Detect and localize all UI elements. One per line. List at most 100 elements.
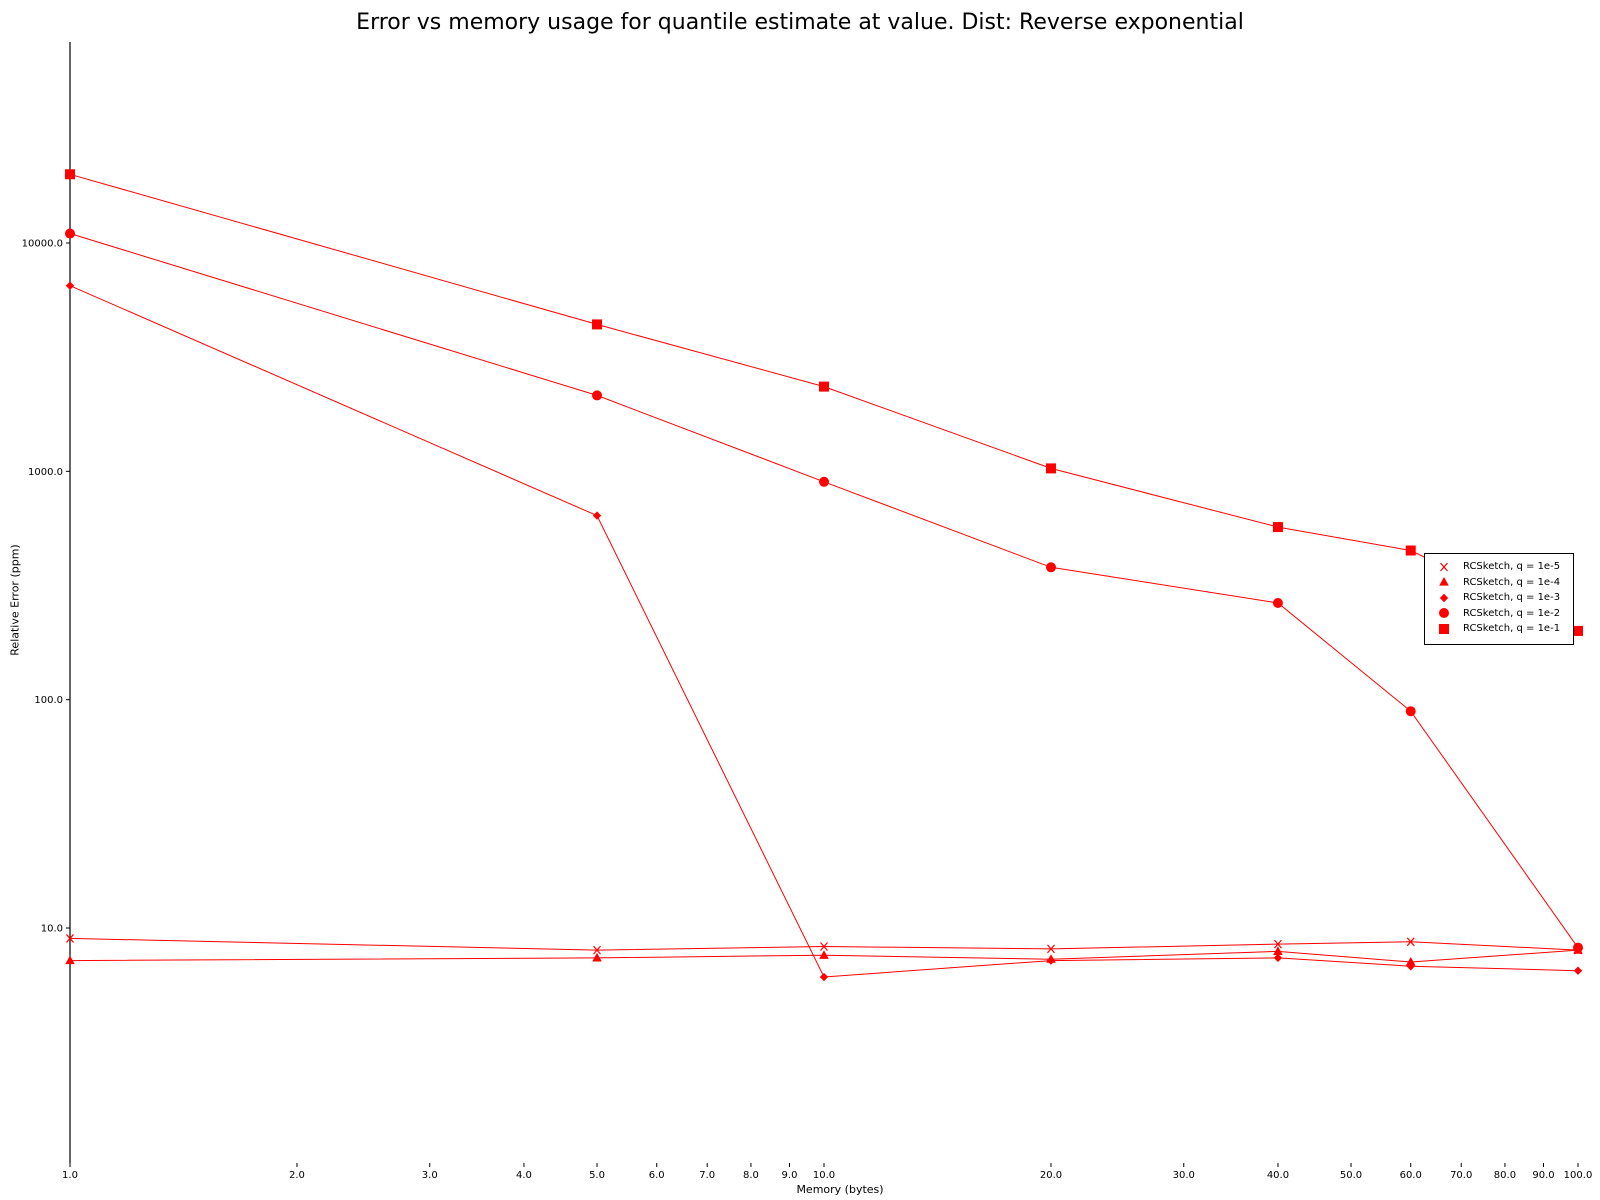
x-tick-label: 5.0 (589, 1170, 605, 1181)
series-line (69, 233, 1579, 948)
legend-marker-glyph (1440, 562, 1448, 572)
x-tick-label: 100.0 (1564, 1170, 1593, 1181)
legend-label: RCSketch, q = 1e-5 (1463, 561, 1561, 573)
x-tick-label: 10.0 (813, 1170, 835, 1181)
x-marker-stroke (1406, 937, 1415, 947)
x-tick-label: 60.0 (1400, 1170, 1422, 1181)
legend-marker-shape (1439, 593, 1449, 602)
legend-marker-glyph (1439, 593, 1449, 602)
x-tick-label: 8.0 (743, 1170, 759, 1181)
data-point (65, 281, 75, 290)
x-tick-label: 30.0 (1173, 1170, 1195, 1181)
x-tick-label: 2.0 (289, 1170, 305, 1181)
legend-marker-shape (1439, 623, 1449, 634)
x-marker-stroke (1274, 939, 1282, 949)
legend-marker-shape (1439, 608, 1449, 619)
data-point (1573, 942, 1583, 953)
x-tick-label: 6.0 (649, 1170, 665, 1181)
data-point (819, 476, 829, 487)
legend-marker-circle-icon (1425, 607, 1463, 619)
data-point (592, 952, 602, 962)
data-point (819, 950, 829, 959)
data-point (1405, 956, 1416, 966)
series-line (69, 937, 1579, 951)
x-tick-label: 7.0 (699, 1170, 715, 1181)
data-point (1045, 562, 1056, 573)
data-point (1405, 545, 1416, 556)
data-point (65, 228, 75, 239)
data-point (65, 169, 75, 180)
data-point (1573, 625, 1583, 636)
legend-label: RCSketch, q = 1e-2 (1463, 607, 1561, 619)
x-axis-label: Memory (bytes) (796, 1183, 884, 1196)
data-point (1045, 463, 1056, 474)
series-circle (65, 228, 1583, 953)
data-point (1272, 522, 1283, 533)
series-x (66, 934, 1582, 955)
data-point (1273, 946, 1283, 955)
legend-marker-shape (1439, 577, 1449, 586)
data-point (1573, 966, 1583, 975)
data-point (592, 511, 602, 520)
y-tick-label: 10.0 (41, 924, 63, 935)
data-point (66, 934, 74, 943)
x-tick-label: 50.0 (1340, 1170, 1362, 1181)
data-point (820, 942, 828, 951)
legend-label: RCSketch, q = 1e-4 (1463, 576, 1561, 588)
data-point (593, 945, 601, 955)
data-point (1274, 939, 1282, 949)
x-marker-stroke (593, 945, 601, 955)
x-tick-label: 20.0 (1040, 1170, 1062, 1181)
y-tick-label: 10000.0 (22, 239, 63, 250)
series-layer (65, 169, 1583, 982)
legend-marker-diamond-icon (1425, 592, 1463, 604)
chart-title: Error vs memory usage for quantile estim… (356, 10, 1244, 35)
data-point (1046, 956, 1056, 965)
data-point (592, 390, 603, 401)
legend-marker-x-icon (1425, 561, 1463, 573)
legend-marker-glyph (1439, 623, 1449, 634)
legend-marker-square-icon (1425, 623, 1463, 635)
data-point (1405, 706, 1416, 717)
data-point (819, 972, 829, 982)
x-tick-label: 4.0 (516, 1170, 532, 1181)
axes: 1.0 2.0 3.0 4.0 5.0 6.0 7.0 8.0 9.0 10.0 20.0 30.0 4… (22, 42, 1593, 1181)
legend-marker-shape (1440, 562, 1448, 572)
data-point (1406, 962, 1415, 971)
data-point (1047, 944, 1055, 954)
x-tick-label: 1.0 (62, 1170, 78, 1181)
x-marker-stroke (820, 942, 828, 951)
data-point (819, 381, 829, 392)
y-tick-label: 1000.0 (28, 467, 63, 478)
legend-item: RCSketch, q = 1e-5 (1425, 559, 1573, 575)
legend: RCSketch, q = 1e-5 RCSketch, q = 1e-4 RCSk… (1424, 553, 1574, 645)
legend-item: RCSketch, q = 1e-1 (1425, 621, 1573, 637)
legend-label: RCSketch, q = 1e-3 (1463, 592, 1561, 604)
series-square (65, 169, 1583, 636)
legend-marker-triangle-icon (1425, 576, 1463, 588)
legend-marker-glyph (1439, 608, 1449, 619)
legend-marker-glyph (1439, 577, 1449, 586)
data-point (592, 319, 603, 330)
data-point (1273, 953, 1283, 963)
x-marker-stroke (1440, 562, 1448, 572)
x-marker-stroke (66, 934, 74, 943)
series-diamond (65, 281, 1583, 982)
legend-item: RCSketch, q = 1e-2 (1425, 606, 1573, 622)
legend-item: RCSketch, q = 1e-4 (1425, 575, 1573, 591)
data-point (1272, 598, 1283, 609)
x-tick-label: 90.0 (1532, 1170, 1554, 1181)
series-line (69, 173, 1579, 632)
x-tick-label: 80.0 (1494, 1170, 1516, 1181)
x-tick-label: 9.0 (782, 1170, 798, 1181)
x-tick-label: 70.0 (1450, 1170, 1472, 1181)
data-point (1406, 937, 1415, 947)
legend-label: RCSketch, q = 1e-1 (1463, 623, 1561, 635)
data-point (65, 955, 75, 965)
y-tick-label: 100.0 (34, 695, 63, 706)
legend-item: RCSketch, q = 1e-3 (1425, 590, 1573, 606)
x-marker-stroke (1047, 944, 1055, 954)
x-tick-label: 40.0 (1267, 1170, 1289, 1181)
x-tick-label: 3.0 (422, 1170, 438, 1181)
